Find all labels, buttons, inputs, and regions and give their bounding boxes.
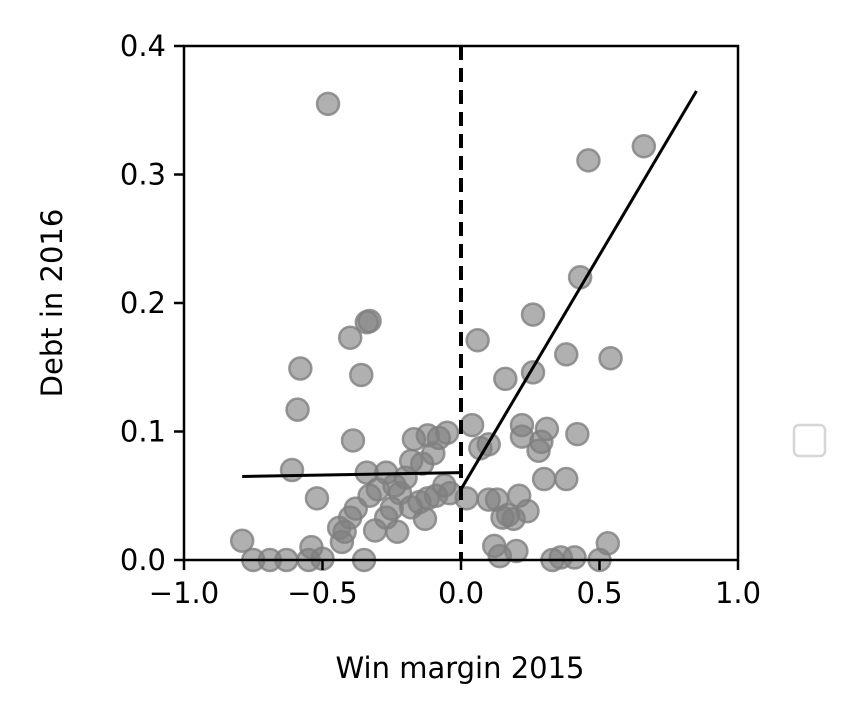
scatter-point bbox=[279, 457, 305, 483]
y-tick-label: 0.4 bbox=[120, 29, 166, 63]
scatter-point bbox=[329, 529, 355, 555]
x-tick-label: −0.5 bbox=[287, 576, 357, 610]
x-tick-label: 0.5 bbox=[576, 576, 622, 610]
scatter-point bbox=[304, 486, 330, 511]
scatter-point bbox=[487, 543, 513, 569]
scatter-point bbox=[401, 426, 427, 452]
y-tick-label: 0.0 bbox=[120, 543, 166, 577]
y-tick-label: 0.1 bbox=[120, 415, 166, 449]
y-tick-label: 0.3 bbox=[120, 158, 166, 192]
points-layer bbox=[229, 91, 657, 573]
x-axis-ticks: −1.0 −0.5 0.0 0.5 1.0 bbox=[149, 560, 761, 610]
scatter-point bbox=[349, 362, 374, 388]
y-tick-label: 0.2 bbox=[120, 286, 166, 320]
x-tick-label: 1.0 bbox=[715, 576, 761, 610]
scatter-point bbox=[288, 356, 313, 381]
x-tick-label: 0.0 bbox=[438, 576, 484, 610]
scatter-point bbox=[501, 506, 526, 532]
scatter-point bbox=[520, 302, 546, 327]
scatter-point bbox=[337, 325, 363, 350]
scatter-point bbox=[315, 91, 341, 117]
scatter-point bbox=[576, 148, 601, 173]
scatter-point bbox=[340, 428, 366, 453]
scatter-point bbox=[565, 421, 590, 447]
scatter-point bbox=[385, 519, 410, 544]
scatter-point bbox=[459, 412, 485, 438]
x-tick-label: −1.0 bbox=[149, 576, 219, 610]
legend-box bbox=[792, 423, 827, 458]
scatter-point bbox=[554, 466, 579, 492]
scatter-point bbox=[562, 545, 587, 570]
scatter-point bbox=[493, 366, 518, 392]
scatter-point bbox=[631, 133, 657, 159]
scatter-point bbox=[598, 346, 623, 371]
scatter-point bbox=[465, 328, 490, 353]
fit-line-right bbox=[459, 90, 698, 491]
y-axis-ticks: 0.0 0.1 0.2 0.3 0.4 bbox=[120, 29, 184, 577]
scatter-point bbox=[531, 466, 557, 492]
x-axis-label: Win margin 2015 bbox=[336, 651, 585, 685]
scatter-point bbox=[285, 397, 310, 422]
scatter-point bbox=[354, 310, 380, 335]
fit-lines bbox=[242, 90, 698, 491]
scatter-point bbox=[362, 518, 388, 543]
scatter-point bbox=[229, 528, 255, 553]
scatter-point bbox=[554, 342, 579, 367]
y-axis-label: Debt in 2016 bbox=[35, 209, 69, 398]
scatter-point bbox=[454, 486, 479, 511]
scatter-point bbox=[526, 438, 551, 464]
fit-line-left bbox=[242, 471, 462, 478]
scatter-point bbox=[412, 506, 438, 532]
